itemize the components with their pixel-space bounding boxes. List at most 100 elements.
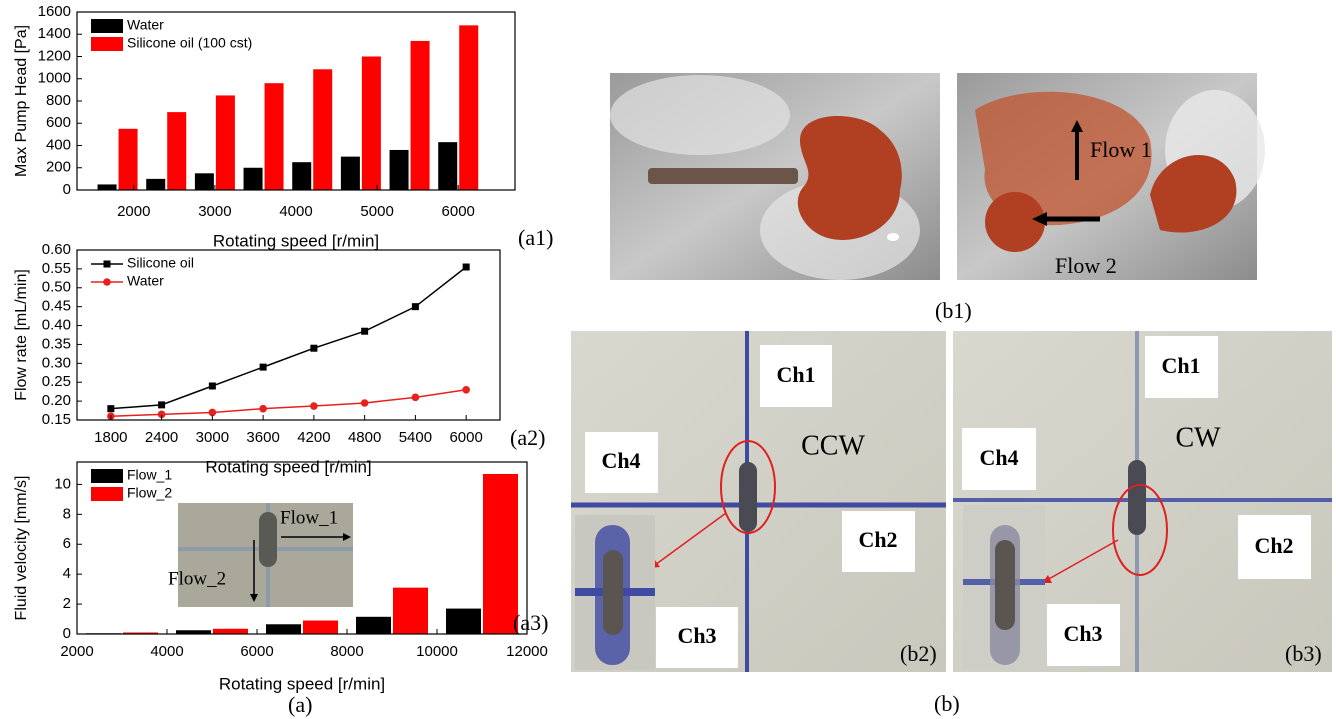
y-tick-label: 1000 (38, 70, 71, 87)
y-tick-label: 0.30 (42, 354, 71, 371)
bar (216, 95, 235, 190)
marker (462, 386, 470, 394)
x-tick-label: 5400 (399, 429, 432, 446)
marker (310, 345, 317, 352)
legend-marker (103, 278, 111, 286)
y-tick-label: 1600 (38, 3, 71, 20)
legend-swatch (91, 487, 123, 501)
bar (390, 150, 409, 190)
marker (463, 264, 470, 271)
bar (266, 624, 301, 634)
y-tick-label: 0.40 (42, 317, 71, 334)
marker (107, 405, 114, 412)
x-tick-label: 4000 (279, 203, 312, 220)
x-tick-label: 4200 (297, 429, 330, 446)
bar (356, 617, 391, 634)
bar (265, 83, 284, 190)
x-tick-label: 6000 (442, 203, 475, 220)
y-tick-label: 0 (63, 625, 71, 642)
legend-label: Flow_1 (127, 467, 172, 483)
y-tick-label: 1200 (38, 47, 71, 64)
inset-photo: Flow_1 Flow_2 (168, 503, 353, 607)
channel-label: Ch4 (601, 448, 640, 473)
y-tick-label: 0.60 (42, 241, 71, 258)
channel-label: Ch1 (1161, 353, 1200, 378)
photo-b2: Ch1 Ch4 Ch2 Ch3 CCW (b2) (571, 331, 946, 672)
marker (259, 405, 267, 413)
x-tick-label: 2000 (60, 643, 93, 660)
x-tick-label: 4800 (348, 429, 381, 446)
bar (446, 609, 481, 634)
legend-swatch (91, 19, 123, 33)
y-tick-label: 2 (63, 595, 71, 612)
annotation: Flow_2 (168, 568, 226, 589)
legend-label: Water (127, 273, 164, 289)
bar (313, 69, 332, 190)
bar (438, 142, 457, 190)
bar (195, 173, 214, 190)
channel-label: Ch4 (979, 445, 1018, 470)
x-tick-label: 3600 (246, 429, 279, 446)
x-axis-label: Rotating speed [r/min] (219, 674, 385, 693)
photo-label: Flow 1 (1090, 137, 1152, 162)
marker (412, 394, 420, 402)
marker (412, 303, 419, 310)
y-tick-label: 8 (63, 505, 71, 522)
bar (459, 25, 478, 190)
panel-label: (a) (288, 692, 312, 717)
photo-b1-left (610, 73, 940, 280)
x-tick-label: 3000 (196, 429, 229, 446)
line (111, 267, 466, 409)
y-tick-label: 4 (63, 565, 71, 582)
x-tick-label: 5000 (360, 203, 393, 220)
bar (167, 112, 186, 190)
legend-label: Silicone oil (100 cst) (127, 35, 252, 51)
y-tick-label: 10 (54, 475, 71, 492)
x-tick-label: 6000 (449, 429, 482, 446)
y-tick-label: 6 (63, 535, 71, 552)
x-tick-label: 12000 (506, 643, 548, 660)
figure: 024681020004000600080001000012000Rotatin… (0, 0, 1336, 719)
y-tick-label: 0.45 (42, 298, 71, 315)
y-tick-label: 0.35 (42, 335, 71, 352)
chart: 0.150.200.250.300.350.400.450.500.550.60… (13, 241, 500, 477)
panel-label: (b2) (900, 641, 937, 666)
panel-label: (b) (934, 691, 960, 716)
y-tick-label: 200 (46, 159, 71, 176)
marker (158, 401, 165, 408)
bar (213, 629, 248, 634)
photo-b1-right: Flow 1 Flow 2 (957, 73, 1265, 280)
marker (310, 402, 318, 410)
x-tick-label: 2000 (117, 203, 150, 220)
bar (393, 588, 428, 634)
marker (361, 328, 368, 335)
y-tick-label: 800 (46, 92, 71, 109)
channel-label: Ch3 (677, 623, 716, 648)
photo-b3: Ch1 Ch4 Ch2 Ch3 CW (b3) (953, 331, 1332, 672)
panel-label: (a2) (510, 425, 545, 450)
panel-label: (b1) (935, 298, 972, 323)
panel-label: (a1) (518, 225, 553, 250)
bar (411, 41, 430, 190)
y-axis-label: Max Pump Head [Pa] (13, 25, 30, 177)
y-tick-label: 0.25 (42, 373, 71, 390)
channel-label: Ch3 (1063, 621, 1102, 646)
legend-label: Silicone oil (127, 255, 194, 271)
y-tick-label: 0 (63, 181, 71, 198)
channel-label: Ch1 (776, 362, 815, 387)
legend-swatch (91, 37, 123, 51)
legend-marker (104, 261, 111, 268)
y-tick-label: 1400 (38, 25, 71, 42)
x-tick-label: 6000 (240, 643, 273, 660)
x-tick-label: 1800 (94, 429, 127, 446)
bar (244, 168, 263, 190)
marker (260, 364, 267, 371)
marker (209, 383, 216, 390)
bar (303, 621, 338, 634)
legend-label: Water (127, 17, 164, 33)
y-tick-label: 0.20 (42, 392, 71, 409)
direction-label: CCW (801, 430, 865, 461)
y-axis-label: Fluid velocity [mm/s] (13, 476, 30, 621)
channel-label: Ch2 (858, 527, 897, 552)
